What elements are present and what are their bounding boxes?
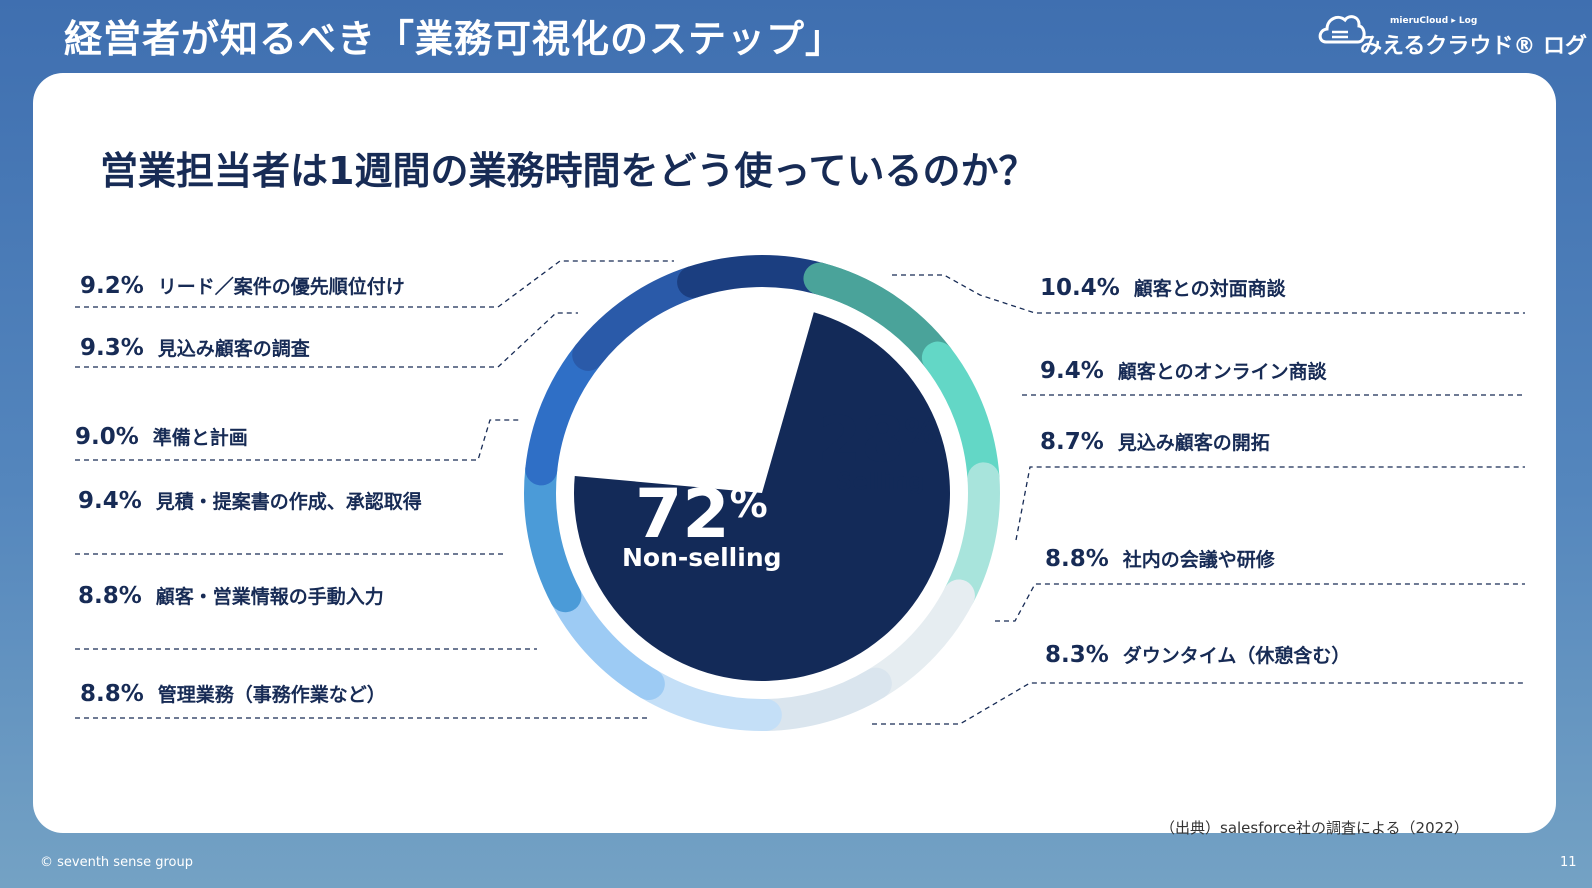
legend-value: 9.4% xyxy=(1040,358,1104,384)
selling-label: Selling xyxy=(836,469,925,495)
ring-segment xyxy=(524,453,582,613)
legend-value: 9.4% xyxy=(78,488,142,514)
logo: mieruCloud ▸ Log みえるクラウド® ログ xyxy=(1318,8,1587,59)
center-labels: 72% Non-selling 28% Selling xyxy=(622,403,938,572)
legend-text: 社内の会議や研修 xyxy=(1122,549,1275,571)
legend-item: 8.8% 社内の会議や研修 xyxy=(1045,545,1275,572)
legend-text: リード／案件の優先順位付け xyxy=(157,276,405,298)
page-number: 11 xyxy=(1560,855,1577,870)
copyright: © seventh sense group xyxy=(40,855,193,870)
ring-segment xyxy=(677,255,836,298)
selling-value: 28% xyxy=(818,403,938,476)
logo-subtitle: mieruCloud ▸ Log xyxy=(1390,16,1478,26)
legend-item: 8.8% 顧客・営業情報の手動入力 xyxy=(78,582,384,609)
legend-item: 10.4% 顧客との対面商談 xyxy=(1040,274,1286,301)
legend-value: 9.2% xyxy=(80,273,144,299)
legend-value: 9.3% xyxy=(80,335,144,361)
ring-segment-cap xyxy=(803,262,902,325)
legend-text: 見込み顧客の開拓 xyxy=(1117,432,1270,454)
legend-text: 顧客とのオンライン商談 xyxy=(1117,361,1327,383)
cloud-icon xyxy=(1318,15,1366,44)
legend-value: 10.4% xyxy=(1040,275,1120,301)
legend-value: 8.3% xyxy=(1045,642,1109,668)
legend-value: 8.8% xyxy=(80,681,144,707)
ring-segment xyxy=(942,462,1000,612)
legend-item: 8.3% ダウンタイム（休憩含む） xyxy=(1045,641,1350,668)
main-title: 営業担当者は1週間の業務時間をどう使っているのか？ xyxy=(100,149,1037,193)
legend-item: 8.8% 管理業務（事務作業など） xyxy=(80,680,386,707)
ring-segment xyxy=(632,668,782,731)
legend-text: 顧客・営業情報の手動入力 xyxy=(155,586,384,608)
legend-value: 8.8% xyxy=(78,583,142,609)
legend-text: 顧客との対面商談 xyxy=(1133,278,1286,300)
pie-slice-non-selling xyxy=(573,312,950,681)
legend-item: 9.4% 顧客とのオンライン商談 xyxy=(1040,357,1327,384)
legend-value: 8.8% xyxy=(1045,546,1109,572)
legend-item: 9.3% 見込み顧客の調査 xyxy=(80,334,310,361)
legend-text: 管理業務（事務作業など） xyxy=(157,684,386,706)
legend-text: 準備と計画 xyxy=(152,427,248,449)
legend-item: 9.4% 見積・提案書の作成、承認取得 xyxy=(78,487,422,514)
header-title: 経営者が知るべき「業務可視化のステップ」 xyxy=(64,17,845,61)
legend-text: ダウンタイム（休憩含む） xyxy=(1122,645,1351,667)
legend-value: 9.0% xyxy=(75,424,139,450)
non-selling-label: Non-selling xyxy=(622,543,782,572)
logo-text: みえるクラウド® ログ xyxy=(1360,34,1587,59)
legend-text: 見積・提案書の作成、承認取得 xyxy=(155,491,422,513)
ring-segment xyxy=(749,667,892,731)
legend-text: 見込み顧客の調査 xyxy=(157,338,310,360)
legend-item: 9.2% リード／案件の優先順位付け xyxy=(80,272,405,299)
source-note: （出典）salesforce社の調査による（2022） xyxy=(1160,819,1469,837)
non-selling-value: 72% xyxy=(635,475,768,554)
legend-value: 8.7% xyxy=(1040,429,1104,455)
legend-item: 9.0% 準備と計画 xyxy=(75,423,248,450)
legend-item: 8.7% 見込み顧客の開拓 xyxy=(1040,428,1270,455)
